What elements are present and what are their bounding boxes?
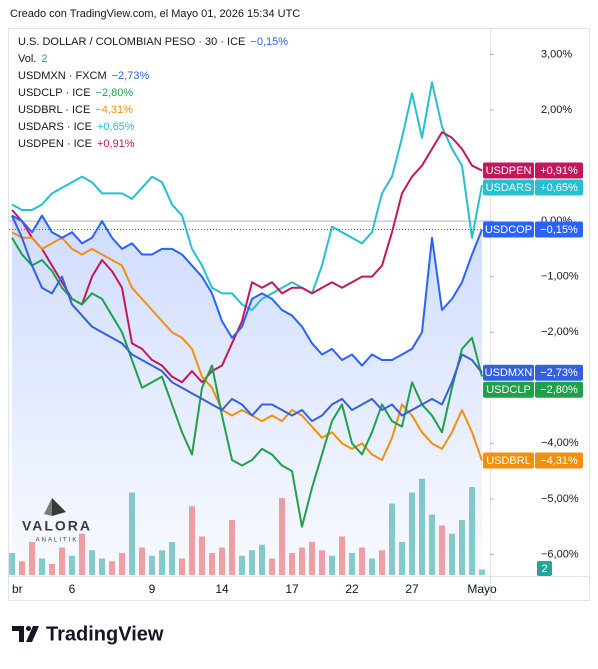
legend-volume-value: 2 — [41, 53, 47, 65]
x-tick-label: 17 — [285, 582, 299, 596]
tag-value-box — [535, 179, 583, 196]
y-tick-label: 2,00% — [541, 104, 572, 116]
legend-item: USDCLP · ICE −2,80% — [18, 87, 133, 99]
y-tick-label: −6,00% — [541, 548, 579, 560]
x-tick-label: Mayo — [467, 582, 497, 596]
legend-main-value: −0,15% — [250, 36, 288, 48]
x-tick-label: br — [12, 582, 23, 596]
legend-item-value: +0,65% — [97, 121, 135, 133]
y-tick-label: −1,00% — [541, 271, 579, 283]
watermark-icon — [52, 498, 66, 516]
header: Creado con TradingView.com, el Mayo 01, … — [10, 8, 300, 20]
area — [12, 215, 482, 576]
tag-value: −0,15% — [540, 224, 578, 236]
watermark: VALORA ANALITIK — [22, 498, 92, 544]
legend-item-value: −2,73% — [112, 70, 150, 82]
legend-item-label: USDPEN · ICE — [18, 138, 92, 150]
brand-icon — [26, 626, 31, 631]
legend-volume: Vol. 2 — [18, 53, 47, 65]
tag-value-box — [535, 364, 583, 381]
x-tick-label: 6 — [69, 582, 76, 596]
tag-name: USDARS — [486, 182, 532, 194]
legend-item-value: −2,80% — [96, 87, 134, 99]
tag-value-box — [535, 381, 583, 398]
price-tags: USDPEN +0,91% USDARS +0,65% USDCOP −0,15% USDM… — [483, 162, 583, 576]
x-tick-label: 14 — [215, 582, 229, 596]
line — [11, 131, 483, 384]
volume-tag: 2 — [541, 563, 547, 575]
line — [11, 81, 483, 311]
frame — [8, 28, 590, 601]
watermark-icon — [44, 498, 52, 516]
y-tick-label: −4,00% — [541, 437, 579, 449]
tag-name-box — [483, 381, 534, 398]
legend-main-label: U.S. DOLLAR / COLOMBIAN PESO · 30 · ICE — [18, 36, 245, 48]
x-tick-label: 9 — [149, 582, 156, 596]
legend-item: USDARS · ICE +0,65% — [18, 121, 135, 133]
legend-item: USDBRL · ICE −4,31% — [18, 104, 133, 116]
legend-item-value: −4,31% — [95, 104, 133, 116]
tag-name-box — [483, 179, 534, 196]
tag-name: USDCOP — [485, 224, 532, 236]
y-tick-label: −5,00% — [541, 493, 579, 505]
volume-tag-box — [537, 561, 552, 576]
brand-logo: TradingView — [12, 623, 164, 645]
tag-value: +0,65% — [540, 182, 578, 194]
legend-item-value: +0,91% — [97, 138, 135, 150]
legend-item-label: USDARS · ICE — [18, 121, 92, 133]
lines-layer — [9, 81, 490, 576]
legend-volume-label: Vol. — [18, 53, 36, 65]
brand: TradingView — [46, 623, 164, 645]
tag-name-box — [483, 162, 534, 179]
tag-value-box — [535, 452, 583, 469]
tag-name: USDCLP — [486, 384, 531, 396]
legend-item: USDMXN · FXCM −2,73% — [18, 70, 149, 82]
x-tick-label: 27 — [405, 582, 419, 596]
y-tick-label: −2,00% — [541, 326, 579, 338]
line — [11, 237, 483, 528]
legend-item: USDPEN · ICE +0,91% — [18, 138, 135, 150]
axis-layer: 3,00%2,00%0,00%−1,00%−2,00%−4,00%−5,00%−… — [12, 48, 579, 596]
tag-name-box — [483, 452, 534, 469]
watermark-subtitle: ANALITIK — [36, 538, 79, 544]
legend: U.S. DOLLAR / COLOMBIAN PESO · 30 · ICE −… — [18, 36, 288, 150]
tag-value: −2,80% — [540, 384, 578, 396]
tag-value: +0,91% — [540, 165, 578, 177]
tag-value: −2,73% — [540, 367, 578, 379]
legend-main: U.S. DOLLAR / COLOMBIAN PESO · 30 · ICE −… — [18, 36, 288, 48]
y-tick-label: 3,00% — [541, 48, 572, 60]
tag-name: USDBRL — [486, 455, 531, 467]
brand-icon — [26, 626, 39, 642]
tag-name-box — [483, 364, 534, 381]
legend-item-label: USDBRL · ICE — [18, 104, 90, 116]
tag-value-box — [535, 162, 583, 179]
legend-item-label: USDMXN · FXCM — [18, 70, 107, 82]
tag-value-box — [535, 221, 583, 238]
line — [11, 215, 483, 423]
line — [11, 231, 483, 461]
brand-icon — [12, 626, 24, 642]
legend-item-label: USDCLP · ICE — [18, 87, 91, 99]
watermark-title: VALORA — [22, 518, 92, 534]
tag-name: USDMXN — [485, 367, 533, 379]
line — [11, 214, 483, 367]
tag-name-box — [483, 221, 534, 238]
x-tick-label: 22 — [345, 582, 359, 596]
tag-name: USDPEN — [486, 165, 532, 177]
tag-value: −4,31% — [540, 455, 578, 467]
